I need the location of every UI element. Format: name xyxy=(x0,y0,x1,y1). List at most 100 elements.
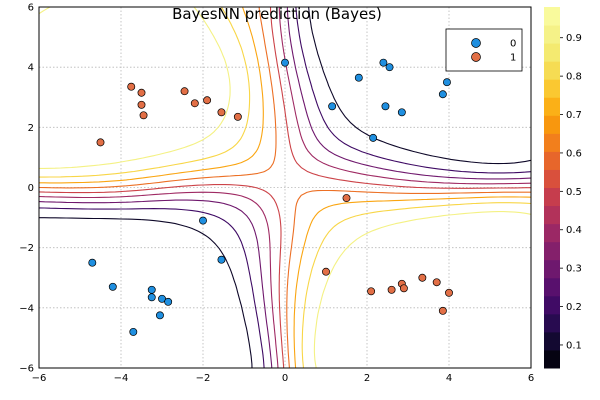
colorbar-tick-label: 0.2 xyxy=(566,302,582,313)
series-0-point xyxy=(281,58,289,67)
colorbar-tick-label: 0.9 xyxy=(566,33,582,44)
contour-line-0-5 xyxy=(39,7,531,368)
series-1-point xyxy=(387,285,396,294)
colorbar-band xyxy=(544,295,560,315)
y-tick-label: 2 xyxy=(28,123,34,134)
y-tick-label: −2 xyxy=(19,243,34,254)
colorbar-band xyxy=(544,169,560,188)
colorbar-band xyxy=(544,331,560,351)
x-tick-label: −4 xyxy=(114,373,129,384)
y-tick-label: 4 xyxy=(28,63,34,74)
colorbar: 0.1 0.2 0.3 0.4 0.5 0.6 0.7 0.8 0.9 xyxy=(544,7,582,369)
series-0-point xyxy=(155,311,164,320)
colorbar-band xyxy=(544,205,560,225)
colorbar-band xyxy=(544,151,560,170)
colorbar-band xyxy=(544,187,560,207)
colorbar-band xyxy=(544,133,560,152)
series-1-point xyxy=(367,287,376,296)
colorbar-band xyxy=(544,349,560,369)
series-0-point xyxy=(147,285,156,294)
series-0-point xyxy=(443,78,451,87)
series-0-point xyxy=(147,293,156,302)
y-tick-label: −4 xyxy=(19,303,34,314)
colorbar-band xyxy=(544,61,560,80)
series-0-point xyxy=(381,102,390,111)
colorbar-band xyxy=(544,7,560,26)
series-1-point xyxy=(432,278,441,287)
series-1-point xyxy=(342,194,351,202)
axis-ticks: −6 −4 −2 0 2 4 6 −6 −4 −2 0 2 4 6 xyxy=(19,3,534,385)
series-1-point xyxy=(96,138,105,147)
series-1-point xyxy=(233,112,242,121)
colorbar-band xyxy=(544,313,560,333)
chart-title: BayesNN prediction (Bayes) xyxy=(172,5,382,23)
contour-line-0-7 xyxy=(39,7,531,368)
y-tick-label: −6 xyxy=(19,364,34,375)
legend-label-0: 0 xyxy=(510,39,516,50)
series-1-point xyxy=(322,267,330,276)
colorbar-band xyxy=(544,259,560,279)
series-0-point xyxy=(164,297,173,306)
colorbar-tick-label: 0.5 xyxy=(566,187,582,198)
series-0-point xyxy=(217,255,226,264)
series-1-point xyxy=(399,284,408,293)
colorbar-band xyxy=(544,43,560,62)
series-1-point xyxy=(190,99,199,108)
x-tick-label: 6 xyxy=(528,373,534,384)
contour-line-0-3 xyxy=(39,7,531,368)
contour-line-0-8 xyxy=(39,7,531,368)
legend-label-1: 1 xyxy=(510,53,516,64)
colorbar-tick-label: 0.7 xyxy=(566,110,582,121)
x-tick-label: 0 xyxy=(282,373,288,384)
series-0-point xyxy=(369,133,378,142)
x-tick-label: −6 xyxy=(32,373,47,384)
colorbar-tick-label: 0.8 xyxy=(566,72,582,83)
series-1-point xyxy=(127,82,136,91)
legend: 01 xyxy=(445,28,523,72)
colorbar-tick-label: 0.4 xyxy=(566,225,582,236)
legend-box xyxy=(445,28,523,72)
legend-marker-0 xyxy=(471,38,481,48)
x-tick-label: 4 xyxy=(446,373,452,384)
series-1-point xyxy=(438,306,447,315)
series-1-point xyxy=(203,96,212,105)
colorbar-tick-label: 0.3 xyxy=(566,264,582,275)
contour-line-0-1 xyxy=(39,7,531,368)
series-0-point xyxy=(328,102,337,111)
contour-line-0-2 xyxy=(39,7,531,368)
series-0-point xyxy=(108,282,117,291)
series-0-point xyxy=(354,73,363,82)
colorbar-band xyxy=(544,277,560,297)
series-0-point xyxy=(397,108,406,117)
y-tick-label: 0 xyxy=(28,183,34,194)
colorbar-band xyxy=(544,241,560,261)
series-1-point xyxy=(180,87,189,96)
colorbar-tick-label: 0.6 xyxy=(566,148,582,159)
colorbar-band xyxy=(544,97,560,116)
series-0-point xyxy=(88,258,97,267)
colorbar-band xyxy=(544,115,560,134)
series-0-point xyxy=(199,216,207,225)
colorbar-band xyxy=(544,223,560,243)
series-0-point xyxy=(379,58,388,67)
x-tick-label: 2 xyxy=(364,373,370,384)
contour-line-0-9 xyxy=(39,7,531,368)
series-1-point xyxy=(137,100,146,109)
colorbar-band xyxy=(544,25,560,44)
series-0-point xyxy=(385,63,394,72)
contour-line-0-6 xyxy=(39,7,531,368)
colorbar-tick-label: 0.1 xyxy=(566,340,582,351)
colorbar-band xyxy=(544,79,560,98)
series-1-point xyxy=(445,288,453,297)
contour-line-0-4 xyxy=(39,7,531,368)
legend-marker-1 xyxy=(471,52,481,62)
series-0-point xyxy=(438,90,447,99)
series-0-point xyxy=(129,327,138,336)
contour-lines xyxy=(39,7,531,368)
x-tick-label: −2 xyxy=(196,373,211,384)
plot-frame xyxy=(38,6,532,369)
y-tick-label: 6 xyxy=(28,3,34,14)
series-1-point xyxy=(137,88,146,97)
series-1-point xyxy=(418,273,427,282)
